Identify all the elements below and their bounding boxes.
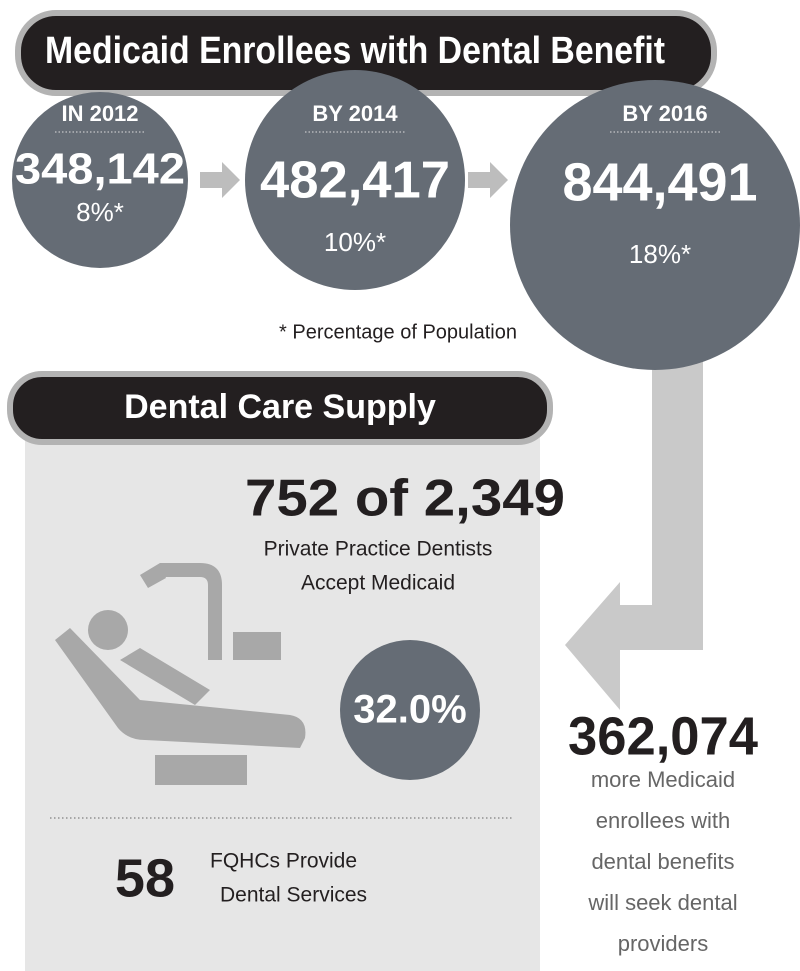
share-value: 32.0% xyxy=(353,688,466,732)
caption: dental benefits xyxy=(591,849,734,874)
population-share: 10%* xyxy=(324,227,386,257)
supply-pill xyxy=(7,371,553,445)
circle xyxy=(245,70,465,290)
arrow xyxy=(200,162,240,198)
caption: providers xyxy=(618,931,708,956)
caption: Accept Medicaid xyxy=(301,572,455,595)
enrollee-count: 844,491 xyxy=(563,152,758,212)
share-circle xyxy=(340,640,480,780)
caption: will seek dental xyxy=(587,890,737,915)
title: Medicaid Enrollees with Dental Benefit xyxy=(45,30,665,72)
fqhc-count: 58 xyxy=(115,848,175,908)
population-share: 18%* xyxy=(629,239,691,269)
caption: Dental Services xyxy=(220,884,367,907)
caption: more Medicaid xyxy=(591,767,735,792)
enrollee-count: 482,417 xyxy=(260,152,450,210)
period-label: BY 2014 xyxy=(312,101,398,126)
supply-title: Dental Care Supply xyxy=(124,388,436,426)
flow-arrow xyxy=(565,340,703,710)
caption: enrollees with xyxy=(596,808,731,833)
caption: Private Practice Dentists xyxy=(264,538,493,561)
circle xyxy=(12,92,188,268)
increase-count: 362,074 xyxy=(568,706,758,766)
circle xyxy=(510,80,800,370)
enrollee-count: 348,142 xyxy=(15,145,185,194)
caption: FQHCs Provide xyxy=(210,850,357,873)
chair-icon xyxy=(55,563,306,785)
population-share: 8%* xyxy=(76,197,124,227)
footnote: * Percentage of Population xyxy=(279,321,517,343)
accepting-count: 752 of 2,349 xyxy=(245,470,565,528)
period-label: BY 2016 xyxy=(622,101,707,126)
arrow xyxy=(468,162,508,198)
period-label: IN 2012 xyxy=(61,101,138,126)
